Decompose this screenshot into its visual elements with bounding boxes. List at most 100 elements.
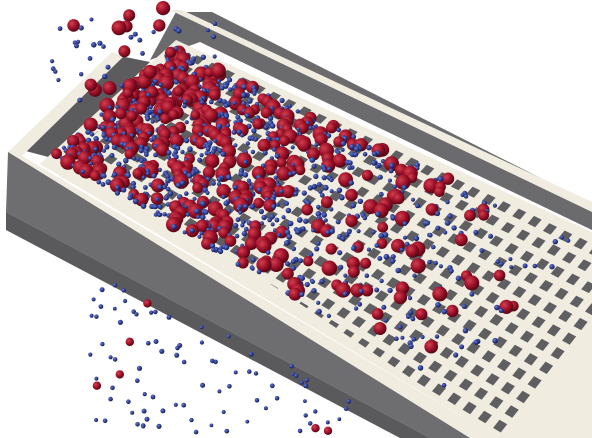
particles-falling <box>88 283 352 435</box>
fine-particle <box>236 129 242 135</box>
screen-aperture <box>455 355 469 368</box>
fine-particle <box>499 261 504 267</box>
coarse-particle <box>326 122 337 134</box>
fine-particle <box>245 419 250 424</box>
fine-particle <box>353 152 359 157</box>
fine-particle <box>257 187 262 193</box>
coarse-particle <box>393 290 408 305</box>
coarse-particle <box>377 221 389 233</box>
fine-particle <box>286 233 293 240</box>
fine-particle <box>223 83 229 89</box>
fine-particle <box>384 318 389 323</box>
coarse-particle <box>236 245 250 260</box>
fine-particle <box>353 146 360 152</box>
fine-particle <box>316 182 322 187</box>
screen-aperture <box>332 210 347 222</box>
fine-particle <box>233 143 238 148</box>
fine-particle <box>390 258 396 264</box>
fine-particle <box>565 238 571 243</box>
screen-aperture <box>439 192 454 204</box>
fine-particle <box>299 291 305 297</box>
fine-particle <box>193 429 199 435</box>
fine-particle <box>322 167 327 172</box>
fine-particle <box>392 184 397 189</box>
screen-aperture <box>306 289 321 301</box>
fine-particle <box>343 406 349 412</box>
fine-particle <box>311 163 317 169</box>
screen-aperture <box>585 303 592 316</box>
screen-aperture <box>500 381 515 395</box>
fine-particle <box>131 309 136 314</box>
fine-particle <box>337 417 342 422</box>
fine-particle <box>78 25 84 31</box>
fine-particle <box>130 184 136 190</box>
fine-particle <box>304 281 310 288</box>
coarse-particle <box>434 186 445 198</box>
fine-particle <box>208 99 214 105</box>
fine-particle <box>200 382 206 388</box>
fine-particle <box>76 39 81 44</box>
fine-particle <box>362 151 368 157</box>
fine-particle <box>434 210 441 217</box>
fine-particle <box>152 204 158 210</box>
fine-particle <box>281 215 286 220</box>
coarse-particle <box>181 94 193 106</box>
fine-particle <box>381 304 387 310</box>
screen-aperture <box>283 238 297 250</box>
fine-particle <box>379 278 384 284</box>
fine-particle <box>50 59 55 64</box>
fine-particle <box>270 222 275 227</box>
screen-aperture <box>355 186 370 198</box>
fine-particle <box>56 77 61 83</box>
coarse-particle <box>279 135 290 147</box>
fine-particle <box>108 355 113 360</box>
fine-particle <box>274 217 280 223</box>
fine-particle <box>199 153 204 158</box>
coarse-particle <box>67 135 80 148</box>
coarse-particle <box>332 153 347 168</box>
screen-aperture <box>439 346 454 359</box>
fine-particle <box>427 232 433 238</box>
fine-particle <box>234 233 240 239</box>
coarse-particle <box>102 81 117 96</box>
screen-aperture <box>432 302 447 315</box>
screen-aperture <box>527 376 542 389</box>
screen-aperture <box>240 162 255 173</box>
screen-aperture <box>485 373 500 386</box>
fine-particle <box>522 263 528 269</box>
fine-particle <box>269 123 276 129</box>
coarse-particle <box>441 172 455 185</box>
fine-particle <box>108 105 112 110</box>
coarse-particle <box>269 139 281 151</box>
fine-particle <box>451 225 457 231</box>
fine-particle <box>271 204 276 210</box>
fine-particle <box>455 275 462 282</box>
fine-particle <box>296 217 303 223</box>
coarse-particle <box>132 168 144 179</box>
fine-particle <box>291 246 297 252</box>
fine-particle <box>114 185 120 191</box>
screen-aperture <box>477 248 492 261</box>
coarse-particle <box>159 75 175 91</box>
fine-particle <box>91 42 97 48</box>
left-wall-inner-face <box>22 56 150 158</box>
fine-particle <box>131 156 137 161</box>
fine-particle <box>303 413 308 418</box>
fine-particle <box>186 172 193 179</box>
fine-particle <box>311 288 317 294</box>
coarse-particle <box>123 9 136 22</box>
fine-particle <box>250 257 256 263</box>
fine-particle <box>285 207 292 214</box>
fine-particle <box>150 394 156 400</box>
screen-aperture <box>520 250 534 263</box>
fine-particle <box>356 229 361 234</box>
fine-particle <box>431 244 436 250</box>
fine-particle <box>290 145 295 150</box>
coarse-particle <box>224 235 237 247</box>
fine-particle <box>176 28 182 34</box>
coarse-particle <box>371 308 384 320</box>
fine-particle <box>443 230 448 235</box>
fine-particle <box>166 90 172 96</box>
fine-particle <box>461 304 467 309</box>
fine-particle <box>441 382 447 388</box>
